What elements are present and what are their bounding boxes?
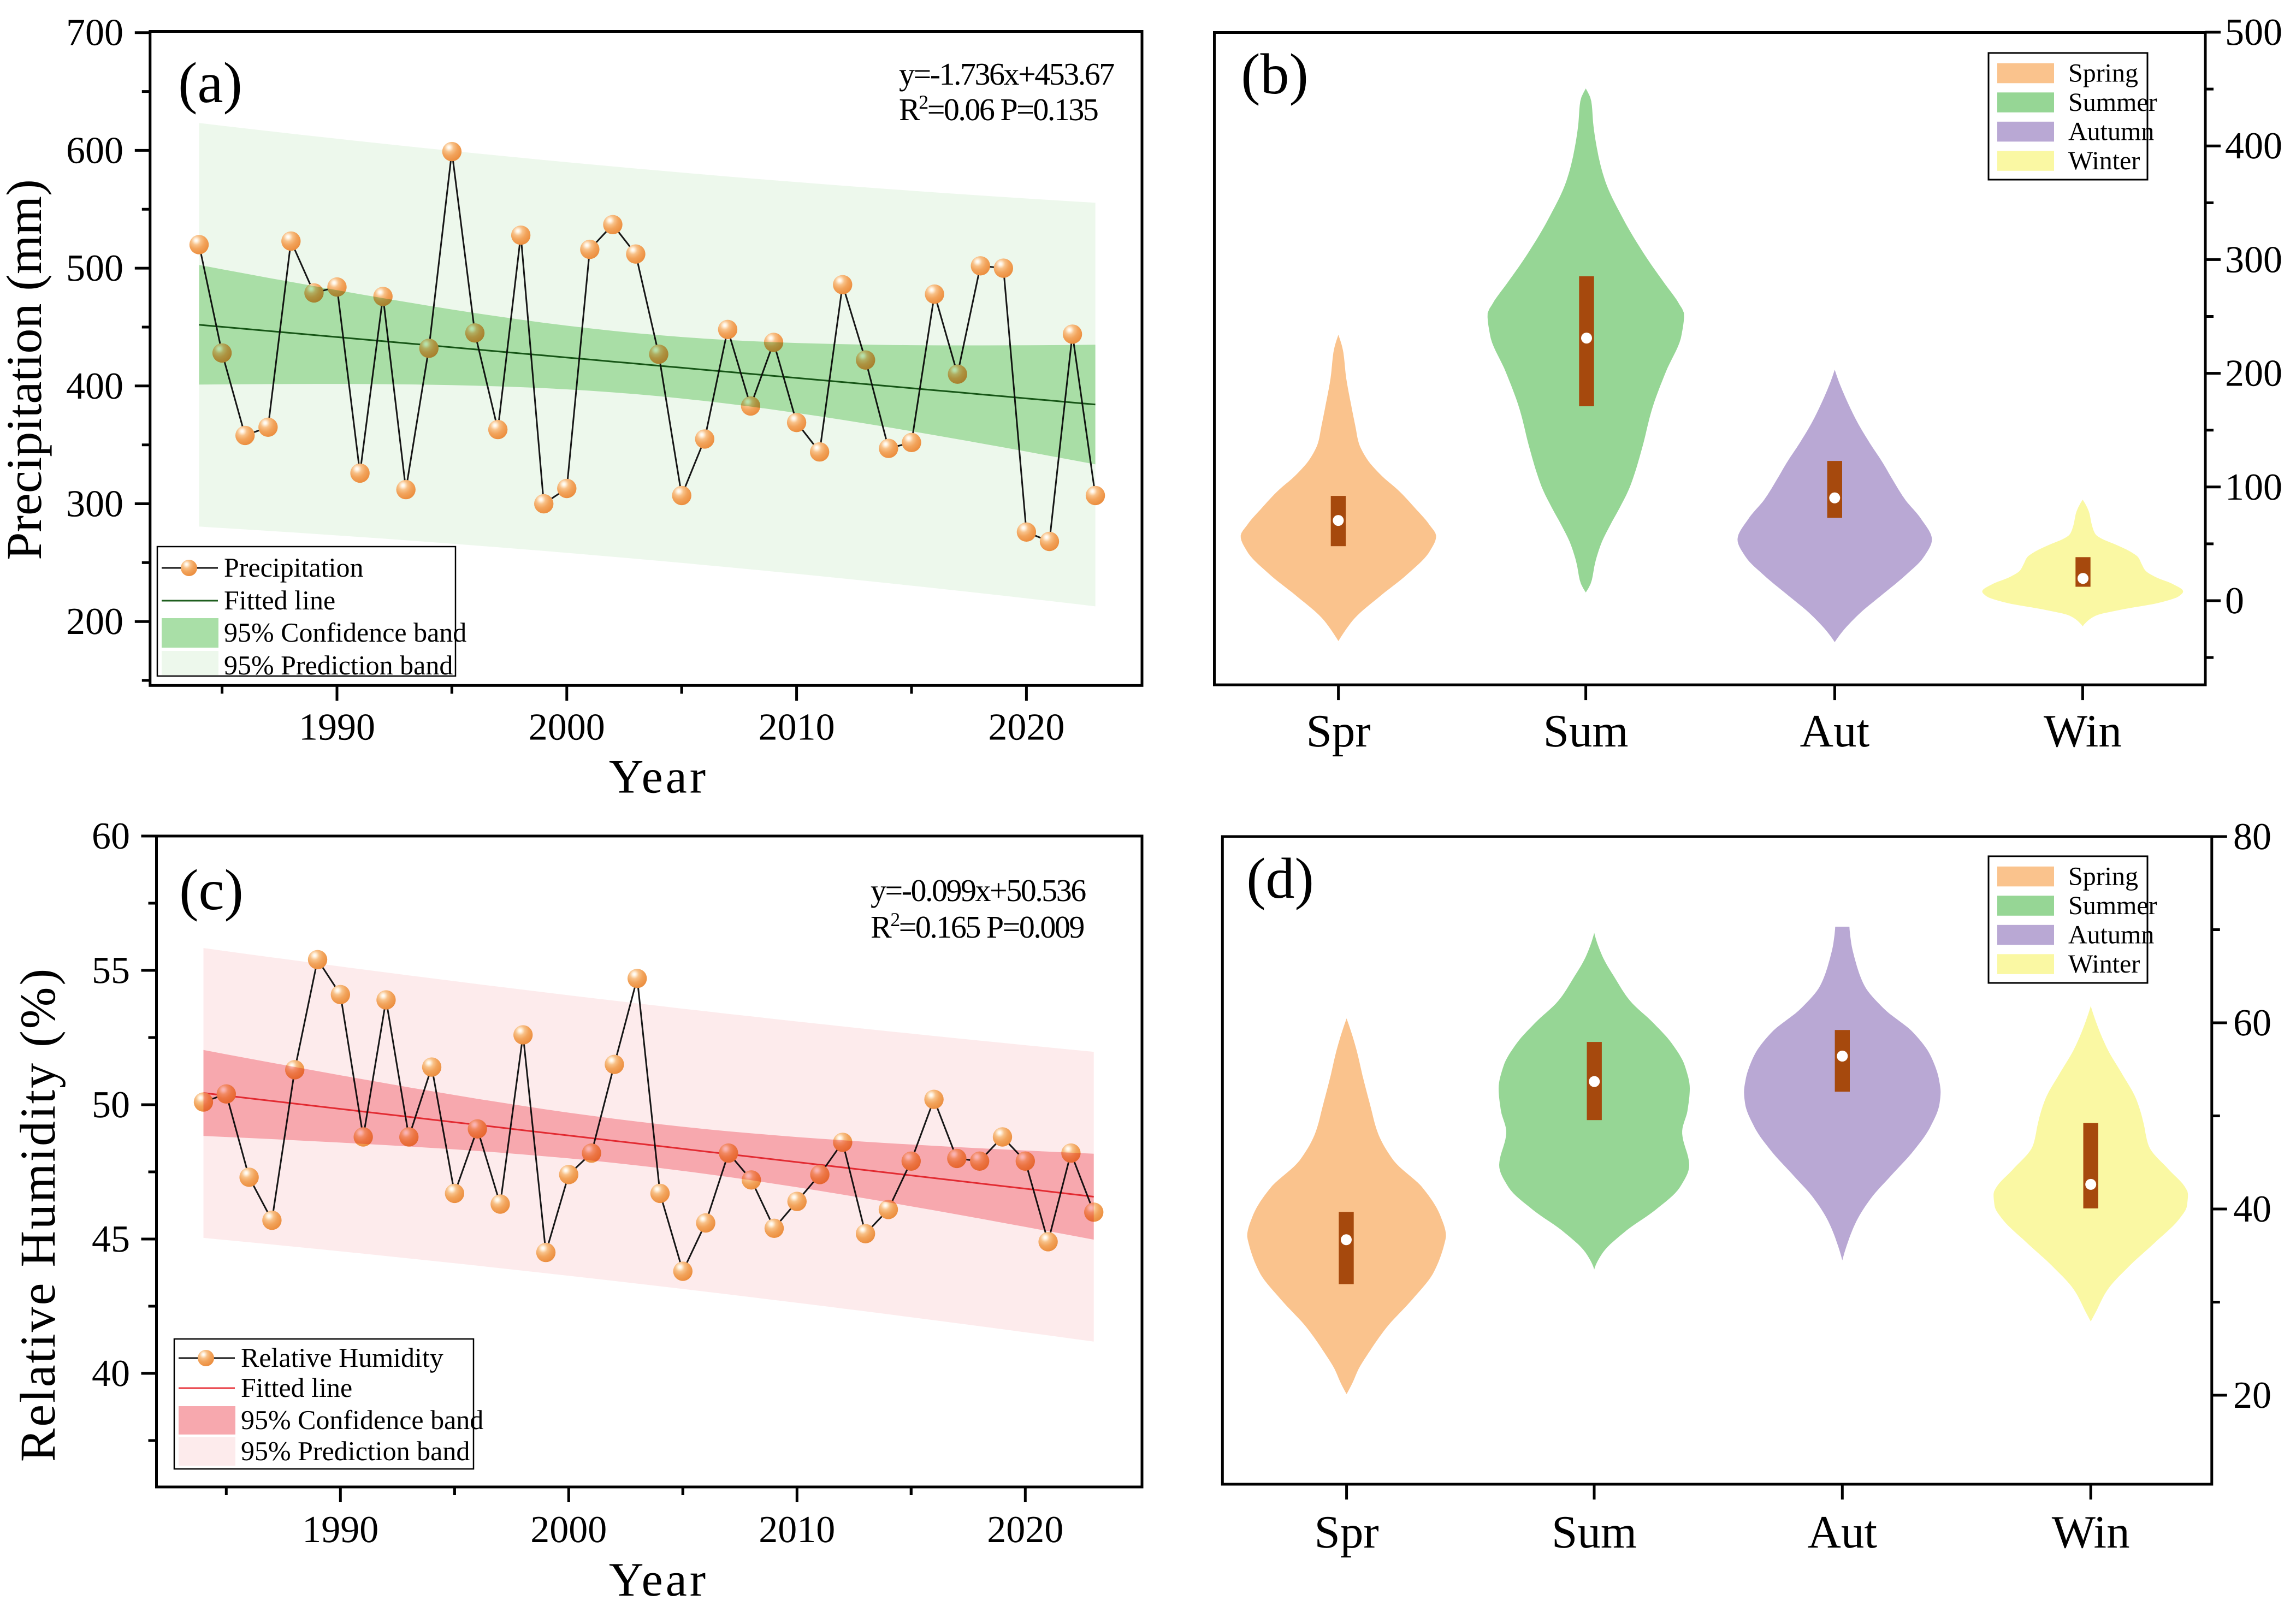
svg-text:y=-1.736x+453.67: y=-1.736x+453.67 <box>899 56 1114 92</box>
svg-text:Precipitation (mm): Precipitation (mm) <box>0 179 52 560</box>
svg-text:Summer: Summer <box>2068 88 2157 117</box>
svg-text:200: 200 <box>66 601 123 643</box>
svg-text:(c): (c) <box>179 858 244 922</box>
svg-text:600: 600 <box>66 129 123 171</box>
svg-text:Autumn: Autumn <box>2068 921 2154 950</box>
svg-text:50: 50 <box>92 1084 130 1126</box>
svg-text:2000: 2000 <box>529 707 605 749</box>
svg-text:400: 400 <box>66 365 123 407</box>
svg-text:95% Prediction band: 95% Prediction band <box>224 650 453 680</box>
svg-text:1990: 1990 <box>302 1509 378 1551</box>
svg-text:R2=0.06 P=0.135: R2=0.06 P=0.135 <box>899 91 1098 127</box>
svg-text:Aut: Aut <box>1808 1507 1878 1558</box>
svg-text:300: 300 <box>2225 239 2282 281</box>
svg-text:0: 0 <box>2225 580 2244 622</box>
svg-text:y=-0.099x+50.536: y=-0.099x+50.536 <box>871 873 1086 908</box>
svg-text:Spring: Spring <box>2068 59 2138 88</box>
svg-text:Winter: Winter <box>2068 950 2140 979</box>
svg-text:Fitted line: Fitted line <box>241 1372 352 1403</box>
svg-text:95% Confidence band: 95% Confidence band <box>224 617 466 648</box>
svg-text:20: 20 <box>2233 1374 2271 1417</box>
svg-text:Sum: Sum <box>1543 706 1629 757</box>
svg-text:60: 60 <box>2233 1002 2271 1044</box>
svg-text:Win: Win <box>2044 706 2122 757</box>
svg-text:40: 40 <box>2233 1188 2271 1230</box>
svg-text:Precipitation: Precipitation <box>224 552 364 583</box>
svg-text:55: 55 <box>92 950 130 992</box>
svg-text:300: 300 <box>66 483 123 525</box>
svg-text:Summer: Summer <box>2068 891 2157 920</box>
svg-text:95% Confidence band: 95% Confidence band <box>241 1404 483 1435</box>
svg-text:45: 45 <box>92 1218 130 1260</box>
svg-text:95% Prediction band: 95% Prediction band <box>241 1436 470 1466</box>
svg-text:(d): (d) <box>1246 846 1314 910</box>
svg-text:2000: 2000 <box>530 1509 607 1551</box>
svg-text:100: 100 <box>2225 466 2282 508</box>
svg-text:Year: Year <box>609 751 708 804</box>
svg-text:Sum: Sum <box>1552 1507 1637 1558</box>
svg-text:Year: Year <box>609 1554 708 1607</box>
svg-text:Spr: Spr <box>1306 706 1371 757</box>
svg-text:200: 200 <box>2225 353 2282 395</box>
svg-text:(b): (b) <box>1241 42 1309 106</box>
svg-text:60: 60 <box>92 815 130 857</box>
svg-text:Fitted line: Fitted line <box>224 585 335 615</box>
svg-text:R2=0.165 P=0.009: R2=0.165 P=0.009 <box>871 909 1084 945</box>
svg-text:Relative Humidity: Relative Humidity <box>241 1342 443 1373</box>
svg-text:80: 80 <box>2233 816 2271 858</box>
svg-text:Autumn: Autumn <box>2068 117 2154 146</box>
svg-text:Spring: Spring <box>2068 862 2138 891</box>
svg-text:40: 40 <box>92 1353 130 1395</box>
svg-text:500: 500 <box>66 247 123 289</box>
svg-text:Aut: Aut <box>1800 706 1870 757</box>
svg-text:2020: 2020 <box>988 707 1064 749</box>
svg-text:2020: 2020 <box>987 1509 1063 1551</box>
svg-text:Winter: Winter <box>2068 146 2140 175</box>
svg-text:1990: 1990 <box>299 707 375 749</box>
svg-text:(a): (a) <box>178 51 242 115</box>
svg-text:400: 400 <box>2225 125 2282 167</box>
svg-text:500: 500 <box>2225 11 2282 54</box>
svg-text:2010: 2010 <box>759 707 835 749</box>
svg-text:700: 700 <box>66 12 123 54</box>
svg-text:Spr: Spr <box>1315 1507 1379 1558</box>
svg-text:2010: 2010 <box>759 1509 835 1551</box>
svg-text:Relative Humidity (%): Relative Humidity (%) <box>10 967 66 1462</box>
svg-text:Win: Win <box>2052 1507 2130 1558</box>
